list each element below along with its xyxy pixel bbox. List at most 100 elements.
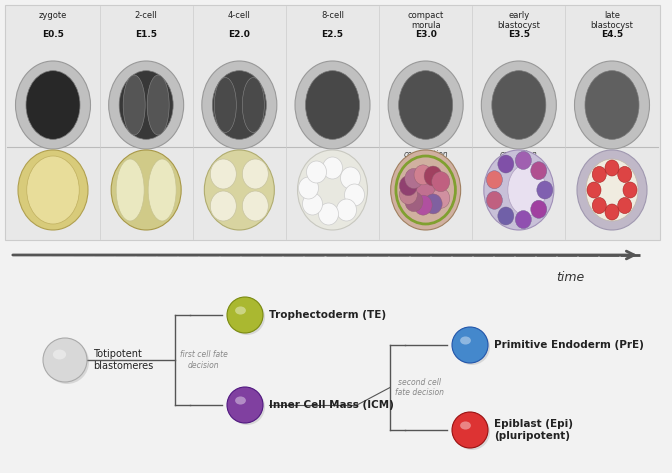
Ellipse shape: [119, 70, 173, 140]
Ellipse shape: [508, 164, 546, 216]
Ellipse shape: [116, 159, 144, 221]
Ellipse shape: [484, 150, 554, 230]
Ellipse shape: [148, 159, 176, 221]
Ellipse shape: [605, 160, 619, 176]
Ellipse shape: [515, 151, 532, 169]
Text: Totipotent
blastomeres: Totipotent blastomeres: [93, 349, 153, 371]
Text: second cell
fate decision: second cell fate decision: [395, 378, 444, 397]
Text: early
blastocyst: early blastocyst: [497, 11, 540, 30]
Text: compact
morula: compact morula: [407, 11, 444, 30]
Text: late
blastocyst: late blastocyst: [591, 11, 634, 30]
Ellipse shape: [26, 70, 80, 140]
Ellipse shape: [229, 389, 265, 425]
Ellipse shape: [27, 156, 79, 224]
Ellipse shape: [147, 75, 169, 135]
Ellipse shape: [417, 180, 435, 200]
Ellipse shape: [585, 70, 639, 140]
Ellipse shape: [587, 182, 601, 198]
Ellipse shape: [235, 307, 246, 315]
Ellipse shape: [323, 157, 343, 179]
Text: Epiblast (Epi)
(pluripotent): Epiblast (Epi) (pluripotent): [494, 419, 573, 441]
Ellipse shape: [243, 78, 264, 132]
Ellipse shape: [53, 350, 66, 359]
Ellipse shape: [15, 61, 91, 149]
Ellipse shape: [481, 61, 556, 149]
Ellipse shape: [414, 165, 432, 185]
Ellipse shape: [487, 171, 503, 189]
Ellipse shape: [618, 198, 632, 213]
Ellipse shape: [212, 70, 266, 140]
Ellipse shape: [454, 329, 490, 365]
Ellipse shape: [531, 162, 547, 180]
Ellipse shape: [341, 167, 360, 189]
Ellipse shape: [399, 184, 417, 204]
Ellipse shape: [592, 166, 606, 183]
Ellipse shape: [295, 61, 370, 149]
Ellipse shape: [123, 75, 145, 135]
Text: 2-cell: 2-cell: [134, 11, 158, 20]
Ellipse shape: [531, 200, 547, 218]
Ellipse shape: [337, 199, 357, 221]
Ellipse shape: [498, 155, 514, 173]
Text: E3.0: E3.0: [415, 30, 437, 39]
Ellipse shape: [575, 61, 650, 149]
Text: Primitive Endoderm (PrE): Primitive Endoderm (PrE): [494, 340, 644, 350]
Ellipse shape: [498, 207, 514, 225]
Ellipse shape: [45, 340, 89, 384]
Text: cavitation: cavitation: [500, 150, 538, 159]
Text: compaction: compaction: [403, 150, 448, 159]
Ellipse shape: [492, 70, 546, 140]
Ellipse shape: [390, 150, 461, 230]
Ellipse shape: [18, 150, 88, 230]
Ellipse shape: [298, 150, 368, 230]
Ellipse shape: [460, 421, 471, 429]
Ellipse shape: [432, 188, 450, 208]
Ellipse shape: [460, 336, 471, 344]
Ellipse shape: [210, 191, 237, 221]
Ellipse shape: [577, 150, 647, 230]
Ellipse shape: [306, 161, 327, 183]
Text: zygote: zygote: [39, 11, 67, 20]
Ellipse shape: [319, 203, 339, 225]
Ellipse shape: [405, 168, 423, 188]
Circle shape: [43, 338, 87, 382]
Ellipse shape: [235, 396, 246, 404]
Ellipse shape: [592, 198, 606, 213]
Text: first cell fate
decision: first cell fate decision: [180, 350, 228, 370]
Ellipse shape: [487, 191, 503, 209]
Ellipse shape: [111, 150, 181, 230]
Text: 8-cell: 8-cell: [321, 11, 344, 20]
Circle shape: [452, 412, 488, 448]
Text: E0.5: E0.5: [42, 30, 64, 39]
Circle shape: [227, 387, 263, 423]
Ellipse shape: [399, 176, 417, 196]
Ellipse shape: [388, 61, 463, 149]
Ellipse shape: [243, 159, 268, 189]
Text: E4.5: E4.5: [601, 30, 623, 39]
Ellipse shape: [537, 181, 553, 199]
Text: E3.5: E3.5: [508, 30, 530, 39]
Text: time: time: [556, 271, 584, 284]
Ellipse shape: [515, 210, 532, 228]
Ellipse shape: [214, 78, 237, 132]
Ellipse shape: [345, 184, 364, 206]
Text: 4-cell: 4-cell: [228, 11, 251, 20]
Ellipse shape: [306, 70, 360, 140]
Ellipse shape: [586, 159, 638, 221]
Ellipse shape: [605, 204, 619, 220]
Ellipse shape: [405, 192, 423, 211]
Ellipse shape: [302, 193, 323, 215]
Ellipse shape: [414, 195, 432, 215]
Text: E2.5: E2.5: [321, 30, 343, 39]
Text: Trophectoderm (TE): Trophectoderm (TE): [269, 310, 386, 320]
Ellipse shape: [424, 194, 442, 214]
Text: E1.5: E1.5: [135, 30, 157, 39]
Text: E2.0: E2.0: [228, 30, 250, 39]
Ellipse shape: [210, 159, 237, 189]
Ellipse shape: [109, 61, 183, 149]
Ellipse shape: [298, 177, 319, 199]
Ellipse shape: [243, 191, 268, 221]
Ellipse shape: [204, 150, 274, 230]
Ellipse shape: [623, 182, 637, 198]
Ellipse shape: [229, 299, 265, 335]
